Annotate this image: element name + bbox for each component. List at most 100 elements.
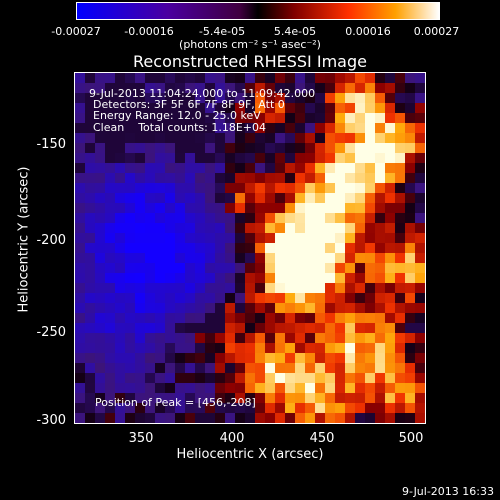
heatmap-cell [355,313,366,324]
heatmap-cell [375,233,386,244]
heatmap-cell [235,153,246,164]
heatmap-cell [415,353,425,364]
heatmap-cell [195,393,206,404]
heatmap-cell [415,283,425,294]
heatmap-cell [205,113,216,124]
heatmap-cell [405,403,416,414]
heatmap-cell [355,153,366,164]
heatmap-cell [375,173,386,184]
heatmap-cell [185,143,196,154]
heatmap-cell [315,293,326,304]
heatmap-cell [395,243,406,254]
heatmap-cell [335,73,346,84]
heatmap-cell [75,153,86,164]
heatmap-cell [165,353,176,364]
heatmap-cell [325,103,336,114]
heatmap-cell [75,273,86,284]
heatmap-cell [365,163,376,174]
heatmap-cell [145,343,156,354]
heatmap-cell [155,393,166,404]
heatmap-cell [235,313,246,324]
heatmap-cell [395,133,406,144]
heatmap-cell [305,283,316,294]
heatmap-cell [265,323,276,334]
heatmap-cell [265,143,276,154]
heatmap-cell [75,303,86,314]
heatmap-cell [405,103,416,114]
heatmap-cell [225,273,236,284]
heatmap-cell [105,123,116,134]
heatmap-cell [295,323,306,334]
heatmap-cell [185,353,196,364]
heatmap-cell [275,383,286,394]
heatmap-cell [255,343,266,354]
heatmap-cell [245,313,256,324]
heatmap-cell [295,73,306,84]
heatmap-cell [125,313,136,324]
heatmap-cell [405,203,416,214]
heatmap-cell [285,393,296,404]
heatmap-cell [165,323,176,334]
colorbar-units: (photons cm⁻² s⁻¹ asec⁻²) [179,38,321,51]
heatmap-cell [315,273,326,284]
heatmap-cell [355,403,366,414]
heatmap-cell [415,313,425,324]
heatmap-cell [355,183,366,194]
xtick-1: 400 [219,431,245,446]
heatmap-cell [185,83,196,94]
heatmap-cell [345,333,356,344]
heatmap-cell [295,183,306,194]
heatmap-cell [195,143,206,154]
heatmap-cell [75,163,86,174]
heatmap-cell [385,293,396,304]
heatmap-cell [375,153,386,164]
heatmap-cell [185,193,196,204]
heatmap-cell [345,373,356,384]
heatmap-cell [385,203,396,214]
heatmap-cell [325,293,336,304]
heatmap-cell [345,273,356,284]
heatmap-cell [205,343,216,354]
heatmap-cell [125,373,136,384]
heatmap-cell [305,323,316,334]
heatmap-cell [145,193,156,204]
heatmap-cell [95,93,106,104]
heatmap-cell [345,103,356,114]
heatmap-cell [345,313,356,324]
heatmap-cell [115,83,126,94]
heatmap-cell [335,223,346,234]
heatmap-cell [265,153,276,164]
heatmap-cell [235,403,246,414]
heatmap-cell [335,303,346,314]
heatmap-cell [225,213,236,224]
heatmap-cell [395,183,406,194]
heatmap-cell [155,83,166,94]
heatmap-cell [245,253,256,264]
heatmap-cell [105,183,116,194]
heatmap-cell [365,93,376,104]
heatmap-cell [155,293,166,304]
heatmap-cell [195,293,206,304]
heatmap-cell [405,383,416,394]
heatmap-cell [115,153,126,164]
heatmap-cell [225,93,236,104]
heatmap-cell [315,263,326,274]
heatmap-cell [405,193,416,204]
heatmap-cell [295,233,306,244]
heatmap-cell [275,203,286,214]
heatmap-cell [125,263,136,274]
heatmap-cell [365,263,376,274]
heatmap-cell [175,153,186,164]
heatmap-cell [215,263,226,274]
heatmap-cell [125,393,136,404]
heatmap-cell [265,233,276,244]
heatmap-cell [415,293,425,304]
heatmap-cell [155,73,166,84]
heatmap-cell [215,353,226,364]
heatmap-cell [185,243,196,254]
heatmap-cell [235,393,246,404]
heatmap-cell [95,383,106,394]
info-peak: Position of Peak = [456,-208] [95,396,256,409]
heatmap-cell [95,213,106,224]
heatmap-cell [155,143,166,154]
